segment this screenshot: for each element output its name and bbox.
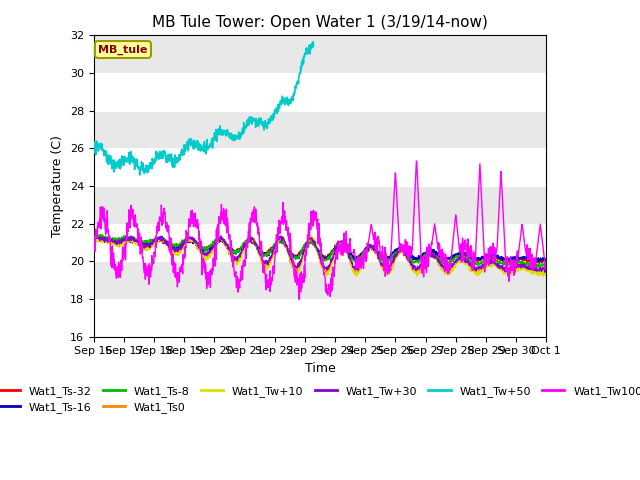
Bar <box>93 224 547 262</box>
X-axis label: Time: Time <box>305 362 335 375</box>
Text: MB_tule: MB_tule <box>99 44 148 55</box>
Y-axis label: Temperature (C): Temperature (C) <box>51 135 64 237</box>
Title: MB Tule Tower: Open Water 1 (3/19/14-now): MB Tule Tower: Open Water 1 (3/19/14-now… <box>152 15 488 30</box>
Bar <box>93 262 547 299</box>
Bar <box>93 73 547 111</box>
Bar <box>93 186 547 224</box>
Legend: Wat1_Ts-32, Wat1_Ts-16, Wat1_Ts-8, Wat1_Ts0, Wat1_Tw+10, Wat1_Tw+30, Wat1_Tw+50,: Wat1_Ts-32, Wat1_Ts-16, Wat1_Ts-8, Wat1_… <box>0 382 640 418</box>
Bar <box>93 299 547 337</box>
Bar <box>93 148 547 186</box>
Bar <box>93 36 547 73</box>
Bar <box>93 111 547 148</box>
